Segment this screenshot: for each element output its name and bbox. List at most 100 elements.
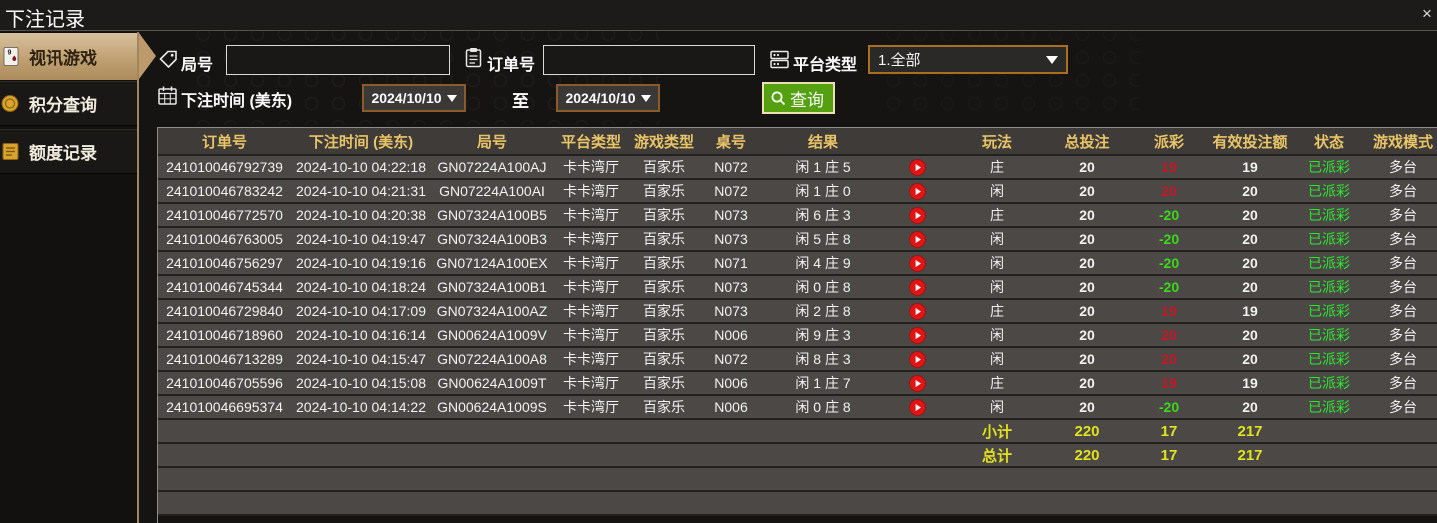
order-number-input[interactable] [543, 45, 755, 75]
game-type-cell: 百家乐 [629, 371, 699, 396]
play-cell: 庄 [951, 299, 1043, 324]
status-cell: 已派彩 [1293, 179, 1365, 204]
summary-cell [553, 419, 629, 444]
payout-cell: 19 [1131, 371, 1207, 396]
table-row: 241010046695374 2024-10-10 04:14:22 GN0062… [158, 395, 1437, 420]
total-bet-cell: 20 [1043, 203, 1131, 228]
valid-bet-cell: 20 [1207, 395, 1293, 420]
chevron-down-icon [446, 94, 457, 102]
game-mode-cell: 多台 [1365, 179, 1437, 204]
total-bet-cell: 20 [1043, 179, 1131, 204]
video-cell [883, 227, 951, 252]
result-cell: 闲 1 庄 0 [763, 179, 883, 204]
column-header: 游戏模式 [1365, 128, 1437, 156]
video-cell [883, 323, 951, 348]
total-bet-cell: 20 [1043, 227, 1131, 252]
round-number-input[interactable] [226, 45, 450, 75]
table-no-cell: N071 [699, 251, 763, 276]
summary-cell [883, 443, 951, 468]
status-cell: 已派彩 [1293, 251, 1365, 276]
table-row: 241010046729840 2024-10-10 04:17:09 GN0732… [158, 299, 1437, 324]
table-no-cell: N072 [699, 347, 763, 372]
platform-type-select[interactable]: 1.全部 [868, 45, 1068, 74]
table-no-cell: N073 [699, 275, 763, 300]
platform-cell: 卡卡湾厅 [553, 251, 629, 276]
column-header: 平台类型 [553, 128, 629, 156]
payout-cell: 20 [1131, 347, 1207, 372]
search-button[interactable]: 查询 [762, 82, 835, 114]
summary-cell [629, 443, 699, 468]
video-cell [883, 275, 951, 300]
result-cell: 闲 9 庄 3 [763, 323, 883, 348]
table-no-cell: N073 [699, 299, 763, 324]
play-cell: 闲 [951, 395, 1043, 420]
valid-bet-cell: 19 [1207, 155, 1293, 180]
play-video-icon[interactable] [908, 374, 926, 392]
date-to-value: 2024/10/10 [565, 90, 636, 106]
play-video-icon[interactable] [908, 206, 926, 224]
status-cell: 已派彩 [1293, 203, 1365, 228]
result-cell: 闲 2 庄 8 [763, 299, 883, 324]
column-header: 玩法 [951, 128, 1043, 156]
play-video-icon[interactable] [908, 278, 926, 296]
summary-cell: 220 [1043, 443, 1131, 468]
summary-cell [431, 443, 553, 468]
close-icon[interactable]: × [1422, 4, 1432, 23]
order-id-cell: 241010046718960 [158, 323, 291, 348]
play-video-icon[interactable] [908, 230, 926, 248]
play-video-icon[interactable] [908, 158, 926, 176]
sidebar-item-quota-records[interactable]: 额度记录 [0, 129, 137, 174]
game-mode-cell: 多台 [1365, 371, 1437, 396]
date-from-picker[interactable]: 2024/10/10 [362, 84, 466, 112]
table-row: 241010046763005 2024-10-10 04:19:47 GN0732… [158, 227, 1437, 252]
valid-bet-cell: 20 [1207, 203, 1293, 228]
result-cell: 闲 1 庄 5 [763, 155, 883, 180]
bet-time-cell: 2024-10-10 04:19:47 [291, 227, 431, 252]
table-row: 241010046772570 2024-10-10 04:20:38 GN0732… [158, 203, 1437, 228]
date-to-picker[interactable]: 2024/10/10 [556, 84, 660, 112]
sidebar-item-label: 积分查询 [29, 96, 97, 115]
play-video-icon[interactable] [908, 302, 926, 320]
game-mode-cell: 多台 [1365, 299, 1437, 324]
date-from-value: 2024/10/10 [371, 90, 442, 106]
sidebar-item-label: 视讯游戏 [29, 49, 97, 68]
order-id-cell: 241010046745344 [158, 275, 291, 300]
platform-type-label: 平台类型 [793, 57, 858, 74]
summary-cell [431, 419, 553, 444]
video-cell [883, 299, 951, 324]
game-mode-cell: 多台 [1365, 251, 1437, 276]
sidebar-item-video-games[interactable]: 9 视讯游戏 [0, 33, 156, 80]
game-mode-cell: 多台 [1365, 347, 1437, 372]
table-row: 241010046713289 2024-10-10 04:15:47 GN0722… [158, 347, 1437, 372]
bet-time-cell: 2024-10-10 04:22:18 [291, 155, 431, 180]
summary-cell [158, 443, 291, 468]
play-video-icon[interactable] [908, 254, 926, 272]
bet-time-cell: 2024-10-10 04:15:47 [291, 347, 431, 372]
play-video-icon[interactable] [908, 182, 926, 200]
summary-cell: 217 [1207, 443, 1293, 468]
sidebar-item-points-query[interactable]: 积分查询 [0, 81, 137, 126]
total-bet-cell: 20 [1043, 155, 1131, 180]
play-video-icon[interactable] [908, 326, 926, 344]
play-video-icon[interactable] [908, 350, 926, 368]
summary-cell: 220 [1043, 419, 1131, 444]
valid-bet-cell: 20 [1207, 323, 1293, 348]
chevron-down-icon [640, 94, 651, 102]
bet-time-cell: 2024-10-10 04:14:22 [291, 395, 431, 420]
status-cell: 已派彩 [1293, 227, 1365, 252]
platform-type-icon [770, 50, 789, 69]
video-cell [883, 371, 951, 396]
summary-cell: 小计 [951, 419, 1043, 444]
valid-bet-cell: 20 [1207, 227, 1293, 252]
clipboard-icon [465, 48, 482, 68]
order-id-cell: 241010046729840 [158, 299, 291, 324]
summary-cell: 总计 [951, 443, 1043, 468]
play-cell: 闲 [951, 275, 1043, 300]
video-cell [883, 155, 951, 180]
game-mode-cell: 多台 [1365, 275, 1437, 300]
play-video-icon[interactable] [908, 398, 926, 416]
summary-cell [1293, 419, 1365, 444]
play-cell: 闲 [951, 227, 1043, 252]
column-header [883, 128, 951, 156]
round-id-cell: GN07224A100AI [431, 179, 553, 204]
